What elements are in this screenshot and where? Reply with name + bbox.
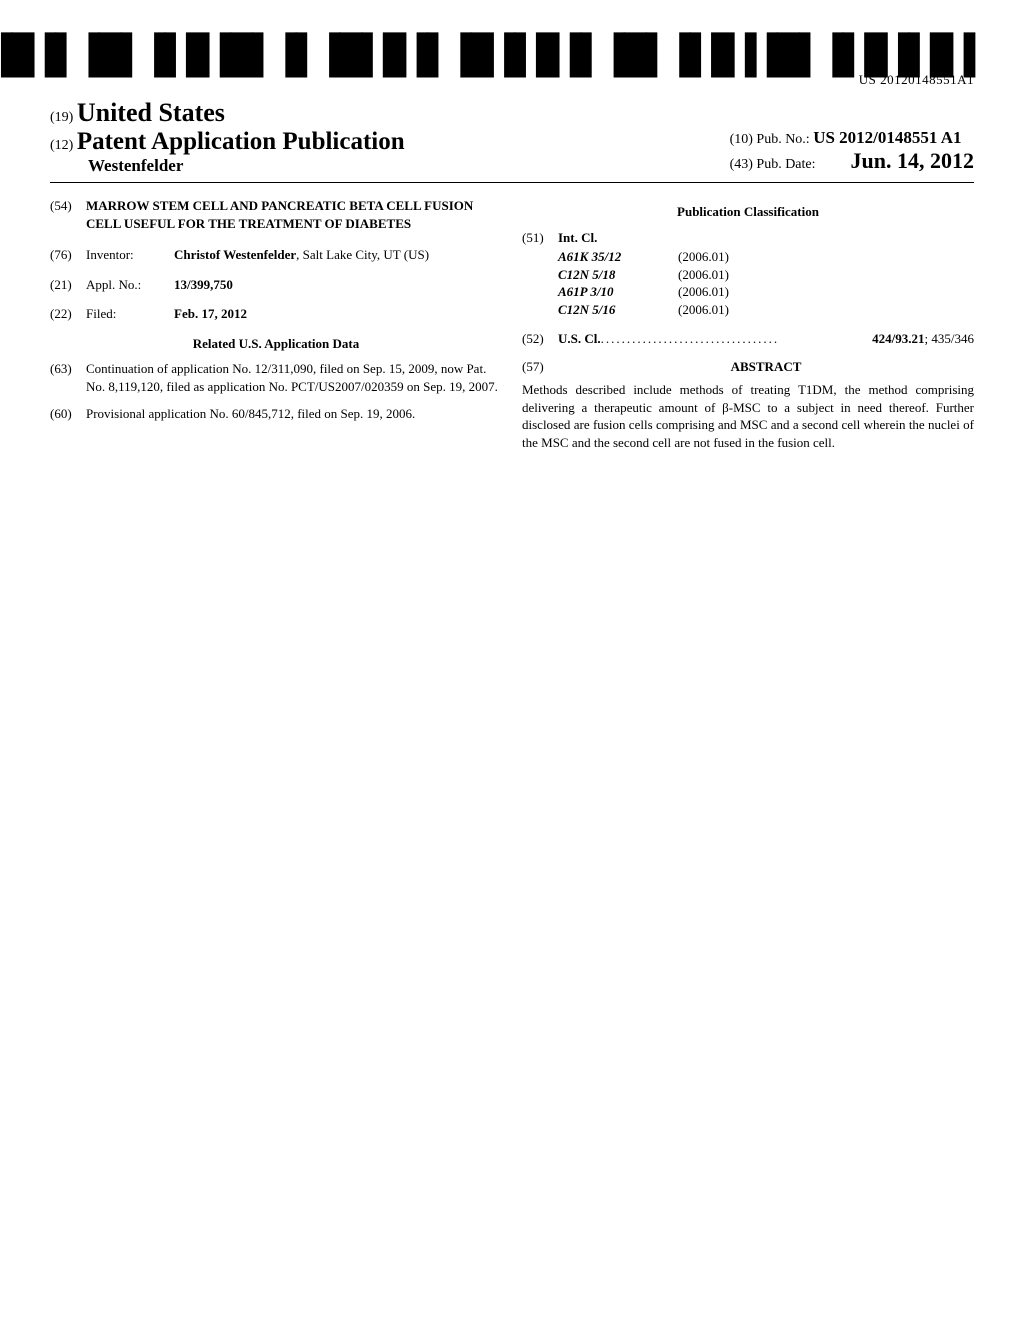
class-table: A61K 35/12 (2006.01) C12N 5/18 (2006.01)… <box>558 248 974 318</box>
class-ver: (2006.01) <box>678 266 778 284</box>
class-ver: (2006.01) <box>678 283 778 301</box>
uscl-values: 424/93.21; 435/346 <box>872 330 974 348</box>
class-ver: (2006.01) <box>678 301 778 319</box>
uscl-rest: ; 435/346 <box>925 331 974 346</box>
provisional-row: (60) Provisional application No. 60/845,… <box>50 405 502 423</box>
intcl-label: Int. Cl. <box>558 229 974 247</box>
pub-no-code: (10) <box>730 132 753 147</box>
right-column: Publication Classification (51) Int. Cl.… <box>522 197 974 452</box>
inventor-code: (76) <box>50 246 86 264</box>
pub-date: Jun. 14, 2012 <box>851 148 974 173</box>
filed-date: Feb. 17, 2012 <box>174 305 502 323</box>
inventor-label: Inventor: <box>86 246 174 264</box>
filed-label: Filed: <box>86 305 174 323</box>
prov-code: (60) <box>50 405 86 423</box>
abstract-heading-row: (57) ABSTRACT <box>522 358 974 376</box>
pub-date-line: (43) Pub. Date: Jun. 14, 2012 <box>730 148 974 174</box>
pub-date-code: (43) <box>730 157 753 172</box>
pub-no-label: Pub. No.: <box>756 132 809 147</box>
uscl-label: U.S. Cl. <box>558 330 601 348</box>
class-code: A61K 35/12 <box>558 248 678 266</box>
filed-code: (22) <box>50 305 86 323</box>
country-line: (19) United States <box>50 98 730 128</box>
inventor-name: Christof Westenfelder <box>174 247 296 262</box>
barcode-region: ▌▐█▌▐▌█▐▐█▌▐▌▐▌█▐█▐▌▐█▌▐▌█▐█▌▐▌▐█▌█▐▌▐█▐… <box>50 40 974 88</box>
related-heading: Related U.S. Application Data <box>50 335 502 353</box>
filed-row: (22) Filed: Feb. 17, 2012 <box>50 305 502 323</box>
abstract-text: Methods described include methods of tre… <box>522 381 974 451</box>
pub-no-line: (10) Pub. No.: US 2012/0148551 A1 <box>730 128 974 148</box>
divider <box>50 182 974 183</box>
right-header: (10) Pub. No.: US 2012/0148551 A1 (43) P… <box>730 128 974 176</box>
pub-type: Patent Application Publication <box>77 128 405 155</box>
class-ver: (2006.01) <box>678 248 778 266</box>
uscl-bold: 424/93.21 <box>872 331 924 346</box>
abstract-code: (57) <box>522 358 558 376</box>
country-name: United States <box>77 98 225 127</box>
class-code: C12N 5/16 <box>558 301 678 319</box>
class-row: C12N 5/16 (2006.01) <box>558 301 974 319</box>
left-header: (19) United States (12) Patent Applicati… <box>50 98 730 176</box>
class-code: C12N 5/18 <box>558 266 678 284</box>
body-columns: (54) MARROW STEM CELL AND PANCREATIC BET… <box>50 197 974 452</box>
barcode-graphic: ▌▐█▌▐▌█▐▐█▌▐▌▐▌█▐█▐▌▐█▌▐▌█▐█▌▐▌▐█▌█▐▌▐█▐… <box>0 40 974 70</box>
continuation-row: (63) Continuation of application No. 12/… <box>50 360 502 395</box>
left-column: (54) MARROW STEM CELL AND PANCREATIC BET… <box>50 197 502 452</box>
header-row: (19) United States (12) Patent Applicati… <box>50 98 974 176</box>
cont-text: Continuation of application No. 12/311,0… <box>86 360 502 395</box>
inventor-loc: , Salt Lake City, UT (US) <box>296 247 429 262</box>
appl-no: 13/399,750 <box>174 276 502 294</box>
class-row: C12N 5/18 (2006.01) <box>558 266 974 284</box>
title-code: (54) <box>50 197 86 232</box>
class-heading: Publication Classification <box>522 203 974 221</box>
appl-row: (21) Appl. No.: 13/399,750 <box>50 276 502 294</box>
title-block: (54) MARROW STEM CELL AND PANCREATIC BET… <box>50 197 502 232</box>
class-row: A61K 35/12 (2006.01) <box>558 248 974 266</box>
intcl-row: (51) Int. Cl. <box>522 229 974 247</box>
pub-type-code: (12) <box>50 138 73 153</box>
class-row: A61P 3/10 (2006.01) <box>558 283 974 301</box>
author-surname: Westenfelder <box>88 156 730 176</box>
inventor-value: Christof Westenfelder, Salt Lake City, U… <box>174 246 502 264</box>
pub-date-label: Pub. Date: <box>756 157 815 172</box>
pub-type-line: (12) Patent Application Publication <box>50 128 730 156</box>
intcl-code: (51) <box>522 229 558 247</box>
pub-no: US 2012/0148551 A1 <box>813 128 961 147</box>
class-code: A61P 3/10 <box>558 283 678 301</box>
patent-title: MARROW STEM CELL AND PANCREATIC BETA CEL… <box>86 197 502 232</box>
inventor-row: (76) Inventor: Christof Westenfelder, Sa… <box>50 246 502 264</box>
appl-code: (21) <box>50 276 86 294</box>
appl-label: Appl. No.: <box>86 276 174 294</box>
uscl-dots: .................................. <box>601 330 873 348</box>
uscl-code: (52) <box>522 330 558 348</box>
uscl-label-text: U.S. Cl. <box>558 331 601 346</box>
uscl-row: (52) U.S. Cl. ..........................… <box>522 330 974 348</box>
cont-code: (63) <box>50 360 86 395</box>
country-code: (19) <box>50 110 73 125</box>
barcode-block: ▌▐█▌▐▌█▐▐█▌▐▌▐▌█▐█▐▌▐█▌▐▌█▐█▌▐▌▐█▌█▐▌▐█▐… <box>0 40 974 88</box>
abstract-label: ABSTRACT <box>558 358 974 376</box>
prov-text: Provisional application No. 60/845,712, … <box>86 405 502 423</box>
